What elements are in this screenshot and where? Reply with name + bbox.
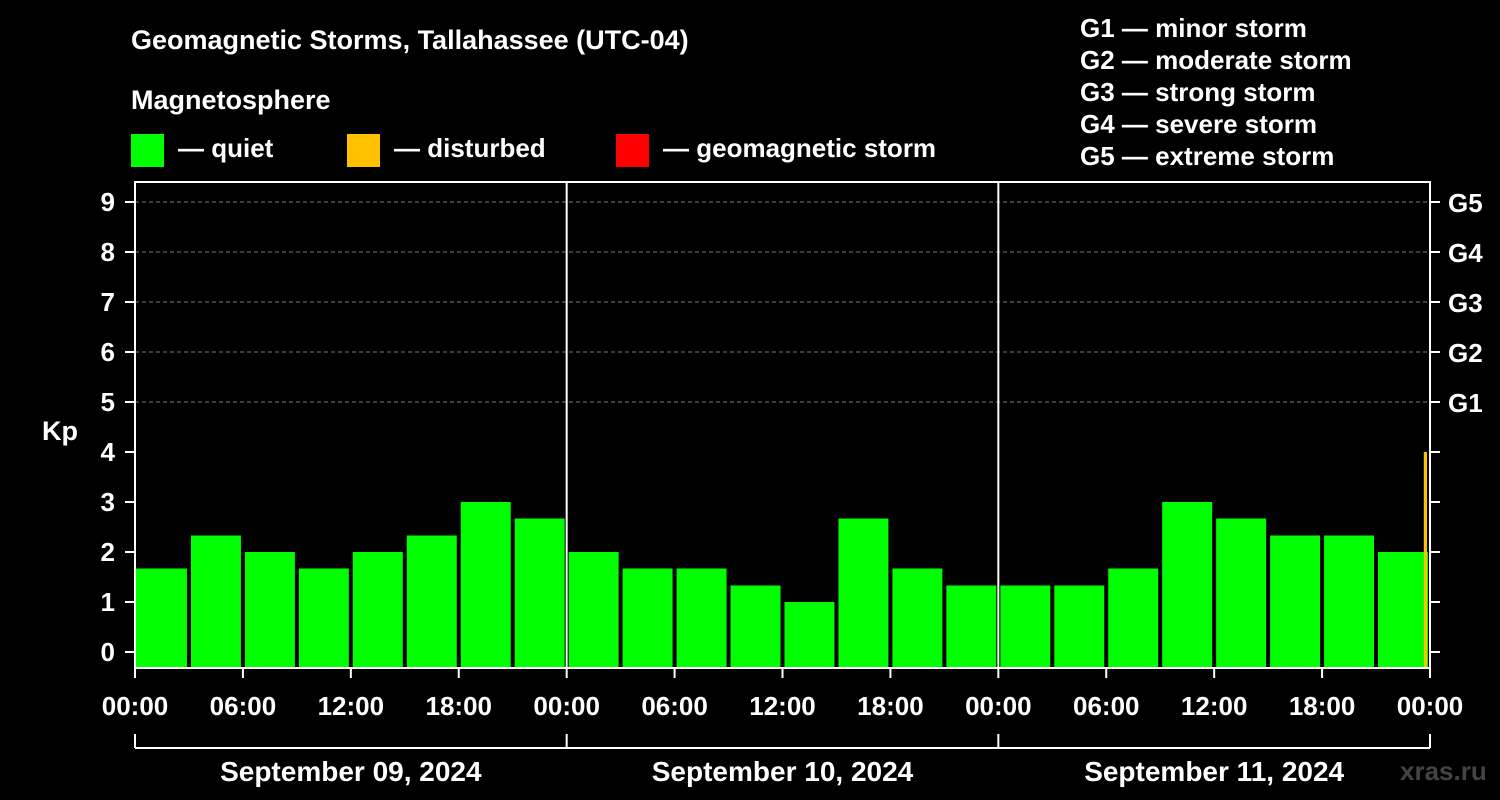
bar-9 bbox=[622, 568, 673, 668]
bar-4 bbox=[352, 552, 403, 668]
ytick-label-6: 6 bbox=[101, 337, 115, 367]
legend-label-0: — quiet bbox=[178, 133, 274, 163]
axes bbox=[125, 181, 1440, 749]
bar-6 bbox=[460, 502, 511, 668]
storm-legend-item-4: G5 — extreme storm bbox=[1080, 141, 1334, 171]
ytick-label-2: 2 bbox=[101, 537, 115, 567]
storm-level-G3: G3 bbox=[1448, 288, 1483, 318]
bar-5 bbox=[406, 535, 457, 668]
bar-17 bbox=[1054, 585, 1105, 668]
status-legend: — quiet — disturbed — geomagnetic storm bbox=[131, 133, 936, 167]
bar-20 bbox=[1216, 518, 1267, 668]
xtick-label-2: 12:00 bbox=[318, 691, 385, 721]
bar-21 bbox=[1270, 535, 1321, 668]
bar-13 bbox=[838, 518, 889, 668]
y-axis-label: Kp bbox=[42, 416, 78, 446]
storm-legend-item-0: G1 — minor storm bbox=[1080, 13, 1307, 43]
xtick-label-8: 00:00 bbox=[965, 691, 1032, 721]
storm-legend-item-3: G4 — severe storm bbox=[1080, 109, 1317, 139]
bar-8 bbox=[568, 552, 619, 668]
bar-1 bbox=[190, 535, 241, 668]
xtick-label-4: 00:00 bbox=[533, 691, 600, 721]
watermark: xras.ru bbox=[1400, 756, 1487, 786]
bars-group bbox=[136, 452, 1428, 668]
bar-10 bbox=[676, 568, 727, 668]
xtick-label-12: 00:00 bbox=[1397, 691, 1464, 721]
bar-18 bbox=[1108, 568, 1159, 668]
chart-title: Geomagnetic Storms, Tallahassee (UTC-04) bbox=[131, 25, 689, 55]
legend-swatch-0 bbox=[131, 134, 164, 167]
date-labels: September 09, 2024 September 10, 2024 Sept… bbox=[220, 756, 1344, 787]
storm-legend-item-2: G3 — strong storm bbox=[1080, 77, 1315, 107]
bar-12 bbox=[784, 602, 835, 668]
storm-level-G5: G5 bbox=[1448, 188, 1483, 218]
date-label-1: September 10, 2024 bbox=[652, 756, 914, 787]
bar-15 bbox=[946, 585, 997, 668]
xtick-label-10: 12:00 bbox=[1181, 691, 1248, 721]
bar-3 bbox=[298, 568, 349, 668]
bar-14 bbox=[892, 568, 943, 668]
ytick-label-4: 4 bbox=[101, 437, 116, 467]
ytick-label-3: 3 bbox=[101, 487, 115, 517]
ytick-label-1: 1 bbox=[101, 587, 115, 617]
xtick-label-3: 18:00 bbox=[426, 691, 493, 721]
legend-swatch-1 bbox=[347, 134, 380, 167]
xtick-label-1: 06:00 bbox=[210, 691, 277, 721]
storm-level-G1: G1 bbox=[1448, 388, 1483, 418]
bar-2 bbox=[244, 552, 295, 668]
storm-level-G2: G2 bbox=[1448, 338, 1483, 368]
ytick-label-0: 0 bbox=[101, 637, 115, 667]
chart-subtitle: Magnetosphere bbox=[131, 85, 331, 115]
date-label-2: September 11, 2024 bbox=[1084, 756, 1344, 787]
bar-24 bbox=[1423, 452, 1427, 668]
bar-11 bbox=[730, 585, 781, 668]
bar-19 bbox=[1162, 502, 1213, 668]
xtick-label-5: 06:00 bbox=[641, 691, 708, 721]
y-tick-labels: 0 1 2 3 4 5 6 7 8 9 bbox=[101, 187, 116, 667]
xtick-label-6: 12:00 bbox=[749, 691, 816, 721]
date-label-0: September 09, 2024 bbox=[220, 756, 482, 787]
ytick-label-7: 7 bbox=[101, 287, 115, 317]
bar-0 bbox=[136, 568, 187, 668]
x-tick-labels: 00:00 06:00 12:00 18:00 00:00 06:00 12:00 18:00… bbox=[102, 691, 1464, 721]
ytick-label-9: 9 bbox=[101, 187, 115, 217]
legend-swatch-2 bbox=[616, 134, 649, 167]
xtick-label-11: 18:00 bbox=[1289, 691, 1356, 721]
bar-7 bbox=[514, 518, 565, 668]
grid-lines bbox=[135, 201, 1430, 403]
bar-16 bbox=[1000, 585, 1051, 668]
legend-label-2: — geomagnetic storm bbox=[663, 133, 936, 163]
ytick-label-8: 8 bbox=[101, 237, 115, 267]
ytick-label-5: 5 bbox=[101, 387, 115, 417]
storm-level-G4: G4 bbox=[1448, 238, 1483, 268]
xtick-label-0: 00:00 bbox=[102, 691, 169, 721]
storm-legend-item-1: G2 — moderate storm bbox=[1080, 45, 1352, 75]
bar-23 bbox=[1378, 552, 1428, 668]
legend-label-1: — disturbed bbox=[394, 133, 546, 163]
bar-22 bbox=[1324, 535, 1375, 668]
xtick-label-9: 06:00 bbox=[1073, 691, 1140, 721]
xtick-label-7: 18:00 bbox=[857, 691, 924, 721]
storm-level-labels: G1 G2 G3 G4 G5 bbox=[1448, 188, 1483, 418]
